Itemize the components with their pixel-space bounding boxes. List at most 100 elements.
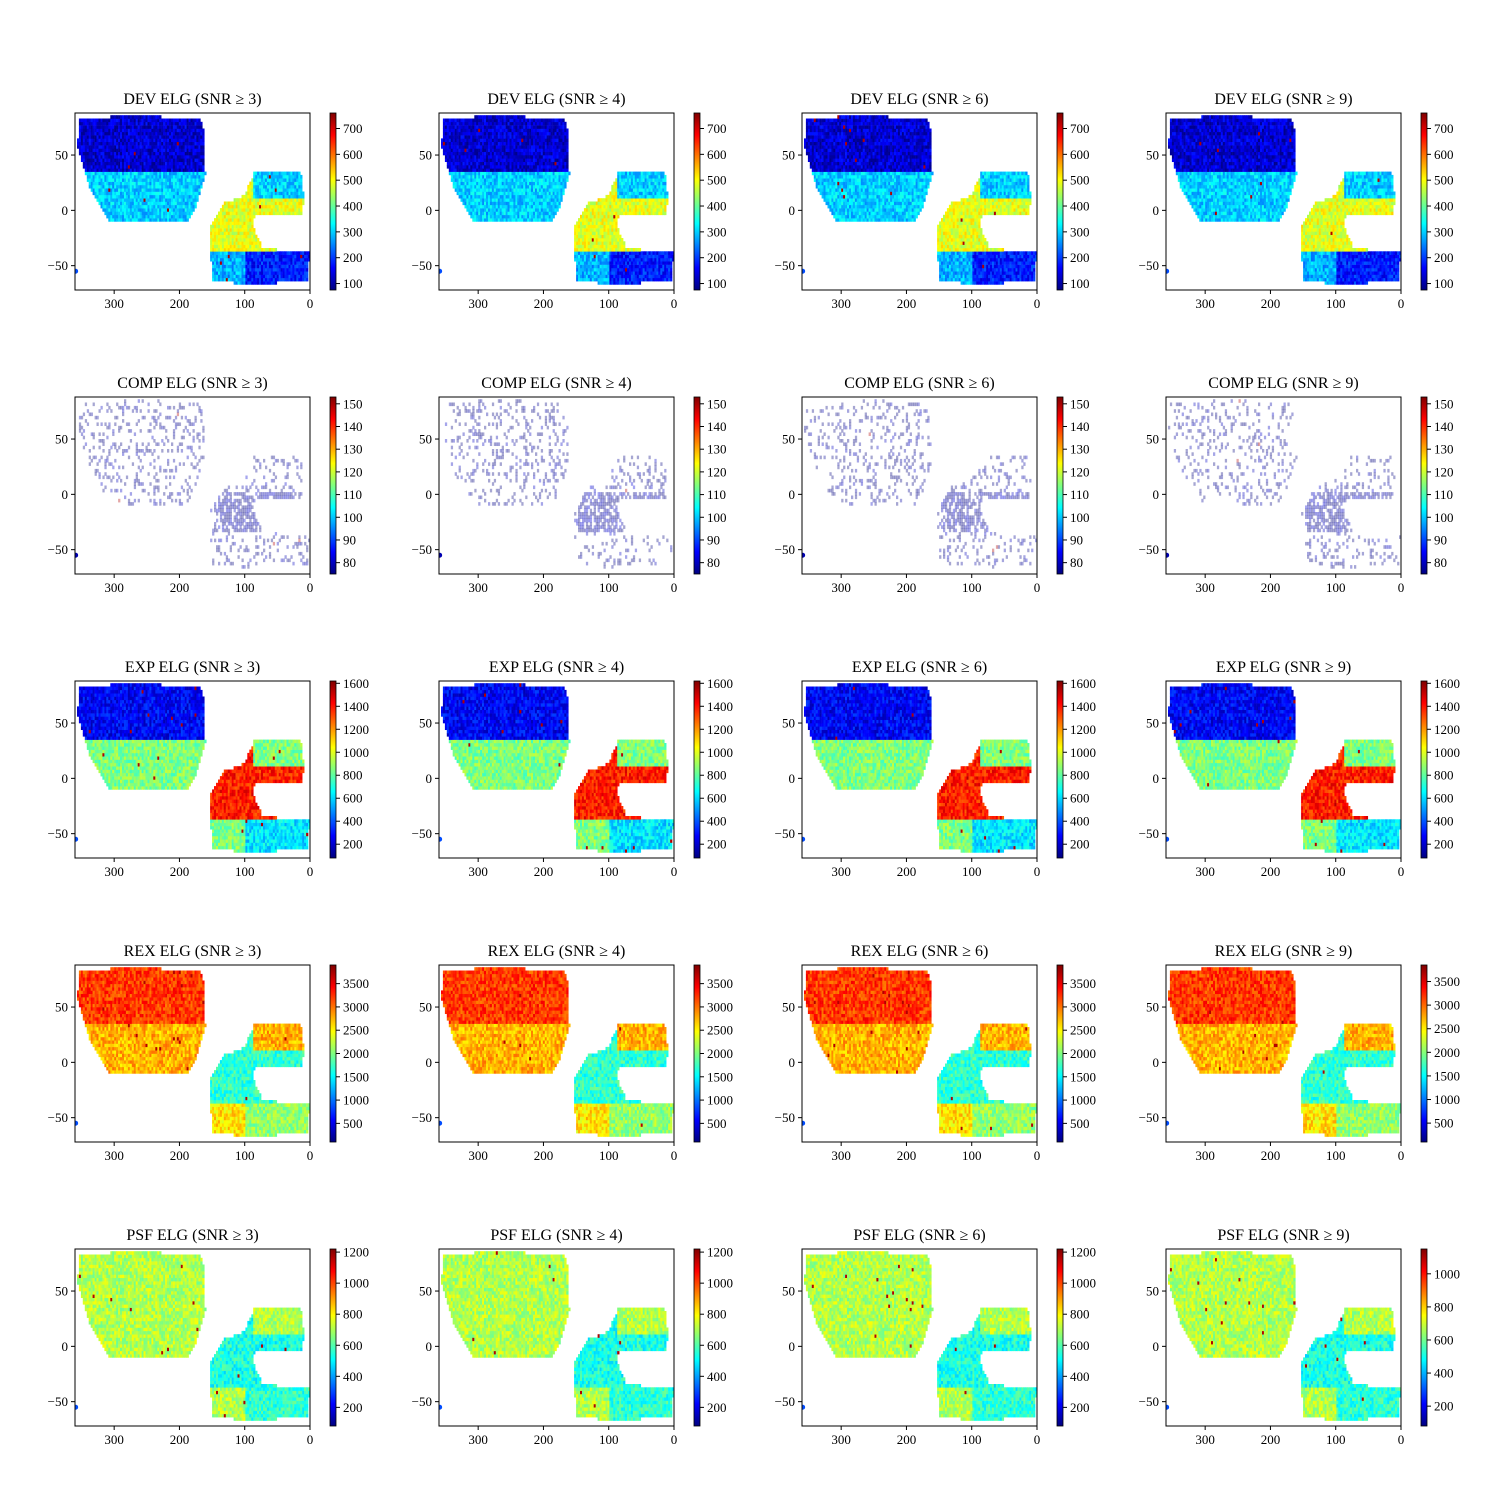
heatmap-cell <box>507 141 510 146</box>
heatmap-cell <box>190 165 193 169</box>
heatmap-cell <box>509 118 512 123</box>
heatmap-cell <box>139 151 142 156</box>
heatmap-cell <box>90 184 93 189</box>
heatmap-cell <box>249 224 252 229</box>
heatmap-cell <box>118 191 121 196</box>
heatmap-cell <box>251 191 254 196</box>
heatmap-cell <box>118 128 121 133</box>
heatmap-cell <box>219 231 223 236</box>
heatmap-cell <box>495 171 499 176</box>
heatmap-cell <box>225 274 229 279</box>
heatmap-cell <box>243 238 246 242</box>
heatmap-cell <box>194 121 197 126</box>
heatmap-cell <box>290 174 293 179</box>
heatmap-cell <box>298 171 301 176</box>
heatmap-cell <box>180 131 184 136</box>
heatmap-cell <box>188 184 191 189</box>
heatmap-cell <box>544 171 548 176</box>
heatmap-cell <box>488 118 491 123</box>
heatmap-cell <box>98 148 101 153</box>
heatmap-cell <box>155 218 158 222</box>
heatmap-cell <box>444 158 448 163</box>
heatmap-cell <box>137 158 140 163</box>
heatmap-cell <box>261 194 264 199</box>
heatmap-cell <box>259 264 262 269</box>
heatmap-cell <box>125 115 129 119</box>
heatmap-cell <box>178 155 182 159</box>
heatmap-cell <box>96 121 99 126</box>
heatmap-cell <box>464 201 467 206</box>
heatmap-cell <box>488 155 491 159</box>
heatmap-cell <box>174 121 178 126</box>
heatmap-cell <box>300 254 303 259</box>
heatmap-cell <box>110 158 113 163</box>
heatmap-cell <box>112 131 115 136</box>
heatmap-cell <box>580 241 583 245</box>
heatmap-cell <box>129 168 133 172</box>
heatmap-cell <box>127 171 131 176</box>
heatmap-cell <box>511 145 514 149</box>
heatmap-cell <box>96 125 99 129</box>
heatmap-cell <box>527 211 530 216</box>
heatmap-cell <box>509 191 512 196</box>
heatmap-cell <box>110 218 113 222</box>
heatmap-cell <box>110 174 113 179</box>
heatmap-cell <box>476 135 479 139</box>
heatmap-cell <box>135 141 138 146</box>
heatmap-cell <box>554 174 557 179</box>
heatmap-cell <box>578 241 581 245</box>
heatmap-cell <box>221 234 225 239</box>
heatmap-cell <box>198 135 201 139</box>
heatmap-cell <box>474 211 477 216</box>
heatmap-cell <box>290 211 293 216</box>
heatmap-cell <box>468 118 471 123</box>
heatmap-cell <box>239 271 242 275</box>
heatmap-cell <box>482 138 485 143</box>
heatmap-cell <box>184 218 187 222</box>
heatmap-cell <box>509 161 512 166</box>
heatmap-cell <box>474 165 477 169</box>
heatmap-cell <box>221 251 225 255</box>
heatmap-cell <box>495 165 499 169</box>
heatmap-cell <box>521 188 524 192</box>
heatmap-cell <box>214 257 217 262</box>
heatmap-cell <box>446 118 450 123</box>
heatmap-cell <box>253 267 256 272</box>
heatmap-cell <box>531 198 534 202</box>
heatmap-cell <box>235 261 238 265</box>
heatmap-cell <box>582 264 585 269</box>
heatmap-cell <box>108 198 111 202</box>
heatmap-cell <box>151 181 154 186</box>
heatmap-cell <box>542 155 546 159</box>
heatmap-cell <box>535 145 538 149</box>
heatmap-cell <box>172 138 176 143</box>
heatmap-cell <box>125 178 129 182</box>
colorbar-tick-label: 600 <box>343 147 363 162</box>
heatmap-cell <box>239 251 242 255</box>
heatmap-cell <box>495 174 499 179</box>
heatmap-cell <box>139 191 142 196</box>
heatmap-cell <box>476 151 479 156</box>
heatmap-cell <box>278 181 281 186</box>
heatmap-cell <box>464 118 467 123</box>
heatmap-cell <box>458 125 461 129</box>
heatmap-cell <box>576 274 579 279</box>
heatmap-cell <box>497 184 501 189</box>
heatmap-cell <box>583 257 587 262</box>
heatmap-cell <box>247 211 250 216</box>
heatmap-cell <box>102 155 105 159</box>
heatmap-cell <box>196 158 199 163</box>
heatmap-cell <box>88 165 91 169</box>
heatmap-cell <box>145 155 148 159</box>
heatmap-cell <box>88 121 91 126</box>
heatmap-cell <box>272 271 276 275</box>
heatmap-cell <box>153 151 156 156</box>
heatmap-cell <box>568 171 571 176</box>
heatmap-cell <box>474 131 477 136</box>
heatmap-cell <box>243 277 246 282</box>
heatmap-cell <box>538 198 542 202</box>
heatmap-cell <box>172 208 176 212</box>
heatmap-cell <box>92 125 95 129</box>
heatmap-cell <box>535 181 538 186</box>
heatmap-cell <box>212 228 215 232</box>
